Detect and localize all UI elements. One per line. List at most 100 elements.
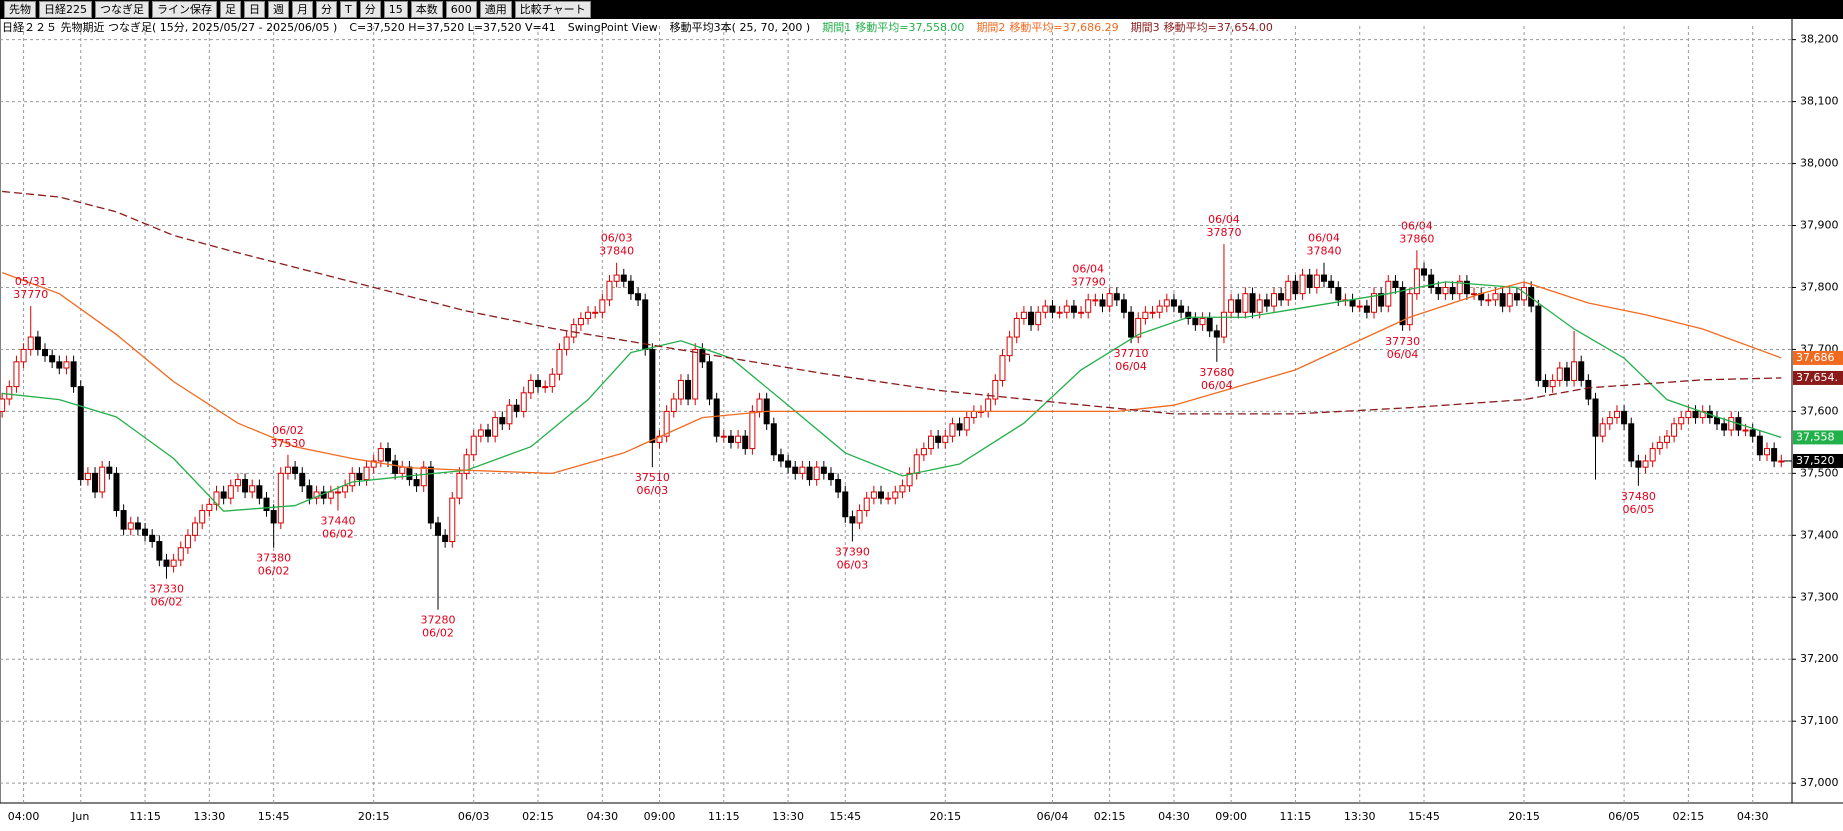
candle-body xyxy=(1185,311,1192,319)
candle-body xyxy=(877,491,884,499)
candle-body xyxy=(1106,293,1113,307)
candle-body xyxy=(113,472,120,512)
candle-body xyxy=(1728,417,1735,431)
candle-body xyxy=(1442,286,1449,295)
candle-body xyxy=(985,398,992,412)
candle-body xyxy=(1099,299,1106,307)
x-tick-label: 06/05 xyxy=(1608,810,1640,823)
y-tick-label: 37,200 xyxy=(1800,652,1839,665)
price-tag-label: 37,686 xyxy=(1796,351,1835,364)
toolbar-item[interactable]: 日経225 xyxy=(39,1,92,18)
candle-body xyxy=(1313,274,1320,288)
price-tag-label: 37,558 xyxy=(1796,430,1835,443)
candle-body xyxy=(935,435,942,443)
toolbar-item[interactable]: 600 xyxy=(445,1,477,18)
candle-body xyxy=(227,485,234,499)
candle-body xyxy=(792,466,799,474)
candle-body xyxy=(1571,361,1578,381)
candle-body xyxy=(470,435,477,456)
candle-body xyxy=(1413,268,1420,295)
price-tag xyxy=(1793,430,1843,445)
x-tick-label: 20:15 xyxy=(358,810,390,823)
candle-body xyxy=(1085,299,1092,313)
candle-body xyxy=(349,472,356,487)
candle-body xyxy=(99,466,106,493)
info-text: SwingPoint View xyxy=(567,21,658,34)
candle-body xyxy=(599,299,606,313)
swing-date: 06/02 xyxy=(422,627,454,640)
toolbar-item[interactable]: ライン保存 xyxy=(152,1,217,18)
candle-body xyxy=(249,485,256,493)
toolbar-item[interactable]: 比較チャート xyxy=(514,1,591,18)
candle-body xyxy=(1335,286,1342,301)
toolbar-item[interactable]: 先物 xyxy=(4,1,36,18)
price-tag xyxy=(1793,350,1843,365)
toolbar-item[interactable]: 月 xyxy=(292,1,313,18)
candle-body xyxy=(106,466,113,474)
info-line: 日経２２５ 先物期近 つなぎ足( 15分, 2025/05/27 - 2025/… xyxy=(2,20,1273,36)
candle-body xyxy=(1563,367,1570,381)
candle-body xyxy=(992,379,999,400)
candle-body xyxy=(777,454,784,462)
candle-body xyxy=(1421,268,1428,276)
candle-body xyxy=(1199,317,1206,326)
candle-body xyxy=(1120,299,1127,313)
swing-price: 37840 xyxy=(599,245,634,258)
toolbar-item[interactable]: T xyxy=(340,1,357,18)
legend-text: 移動平均=37,654.00 xyxy=(1163,21,1273,34)
toolbar-item[interactable]: 足 xyxy=(220,1,241,18)
x-tick-label: 11:15 xyxy=(1280,810,1312,823)
candle-body xyxy=(1356,305,1363,308)
candle-body xyxy=(1378,293,1385,307)
candle-body xyxy=(342,485,349,493)
candle-body xyxy=(1578,361,1585,381)
candle-body xyxy=(713,398,720,437)
y-tick-label: 37,900 xyxy=(1800,219,1839,232)
candle-body xyxy=(1270,293,1277,307)
legend-name: 期間2 xyxy=(976,21,1006,34)
candle-body xyxy=(1013,317,1020,338)
toolbar-item[interactable]: 日 xyxy=(244,1,265,18)
candle-body xyxy=(277,472,284,524)
swing-date: 05/31 xyxy=(15,275,47,288)
swing-date: 06/04 xyxy=(1201,379,1233,392)
info-text: C=37,520 H=37,520 L=37,520 V=41 xyxy=(349,21,556,34)
candle-body xyxy=(1678,417,1685,425)
x-tick-label: 13:30 xyxy=(772,810,804,823)
candle-body xyxy=(1749,429,1756,437)
candle-body xyxy=(735,435,742,443)
candle-body xyxy=(1592,398,1599,437)
y-tick-label: 37,800 xyxy=(1800,280,1839,293)
candle-body xyxy=(1606,417,1613,425)
toolbar-item[interactable]: つなぎ足 xyxy=(95,1,149,18)
toolbar-item[interactable]: 本数 xyxy=(410,1,443,18)
swing-price: 37870 xyxy=(1206,226,1241,239)
toolbar-item[interactable]: 適用 xyxy=(479,1,512,18)
candle-body xyxy=(356,472,363,481)
plot-frame xyxy=(0,0,1793,804)
candle-body xyxy=(863,497,870,512)
candle-body xyxy=(1135,317,1142,338)
candle-body xyxy=(849,516,856,524)
candle-body xyxy=(556,348,563,375)
candle-body xyxy=(1671,423,1678,437)
candle-body xyxy=(827,472,834,481)
candle-body xyxy=(1449,286,1456,295)
candle-body xyxy=(377,448,384,462)
toolbar-item[interactable]: 15 xyxy=(383,1,408,18)
x-tick-label: 13:30 xyxy=(1344,810,1376,823)
candle-body xyxy=(1192,317,1199,326)
candle-body xyxy=(263,497,270,512)
candle-body xyxy=(920,448,927,456)
toolbar-item[interactable]: 分 xyxy=(316,1,337,18)
toolbar-item[interactable]: 分 xyxy=(359,1,381,18)
candle-body xyxy=(20,348,27,363)
candle-body xyxy=(1642,460,1649,468)
candle-body xyxy=(513,404,520,412)
x-tick-label: 13:30 xyxy=(194,810,226,823)
x-tick-label: 20:15 xyxy=(929,810,961,823)
swing-date: 06/04 xyxy=(1401,219,1433,232)
toolbar-item[interactable]: 週 xyxy=(268,1,289,18)
candle-body xyxy=(1063,305,1070,313)
candle-body xyxy=(149,534,156,543)
